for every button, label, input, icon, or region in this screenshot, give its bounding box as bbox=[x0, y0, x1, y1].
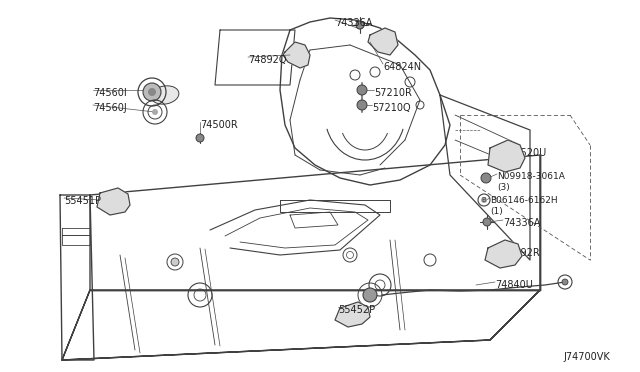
Text: 74500R: 74500R bbox=[200, 120, 237, 130]
Polygon shape bbox=[488, 140, 525, 172]
Text: J74700VK: J74700VK bbox=[563, 352, 610, 362]
Circle shape bbox=[357, 100, 367, 110]
Polygon shape bbox=[335, 302, 370, 327]
Circle shape bbox=[356, 21, 364, 29]
Circle shape bbox=[483, 218, 491, 226]
Circle shape bbox=[363, 288, 377, 302]
Text: 74336A: 74336A bbox=[335, 18, 372, 28]
Text: B: B bbox=[482, 197, 486, 203]
Polygon shape bbox=[283, 42, 310, 68]
Circle shape bbox=[171, 258, 179, 266]
Text: B06146-6162H: B06146-6162H bbox=[490, 196, 557, 205]
Circle shape bbox=[357, 85, 367, 95]
Circle shape bbox=[143, 83, 161, 101]
Text: 74336A: 74336A bbox=[503, 218, 540, 228]
Text: 57210Q: 57210Q bbox=[372, 103, 411, 113]
Polygon shape bbox=[368, 28, 398, 55]
Circle shape bbox=[481, 173, 491, 183]
Text: 55452P: 55452P bbox=[338, 305, 375, 315]
Text: (1): (1) bbox=[490, 207, 503, 216]
Text: 55451P: 55451P bbox=[64, 196, 101, 206]
Circle shape bbox=[148, 88, 156, 96]
Text: 74560J: 74560J bbox=[93, 103, 127, 113]
Circle shape bbox=[481, 197, 487, 203]
Text: N09918-3061A: N09918-3061A bbox=[497, 172, 565, 181]
Circle shape bbox=[152, 109, 158, 115]
Circle shape bbox=[562, 279, 568, 285]
Text: 75520U: 75520U bbox=[508, 148, 547, 158]
Text: 74560I: 74560I bbox=[93, 88, 127, 98]
Text: 64824N: 64824N bbox=[383, 62, 421, 72]
Text: (3): (3) bbox=[497, 183, 509, 192]
Text: 57210R: 57210R bbox=[374, 88, 412, 98]
Text: 74892R: 74892R bbox=[502, 248, 540, 258]
Text: 74892Q: 74892Q bbox=[248, 55, 287, 65]
Ellipse shape bbox=[151, 86, 179, 104]
Polygon shape bbox=[485, 240, 522, 268]
Circle shape bbox=[196, 134, 204, 142]
Text: 74840U: 74840U bbox=[495, 280, 533, 290]
Polygon shape bbox=[97, 188, 130, 215]
